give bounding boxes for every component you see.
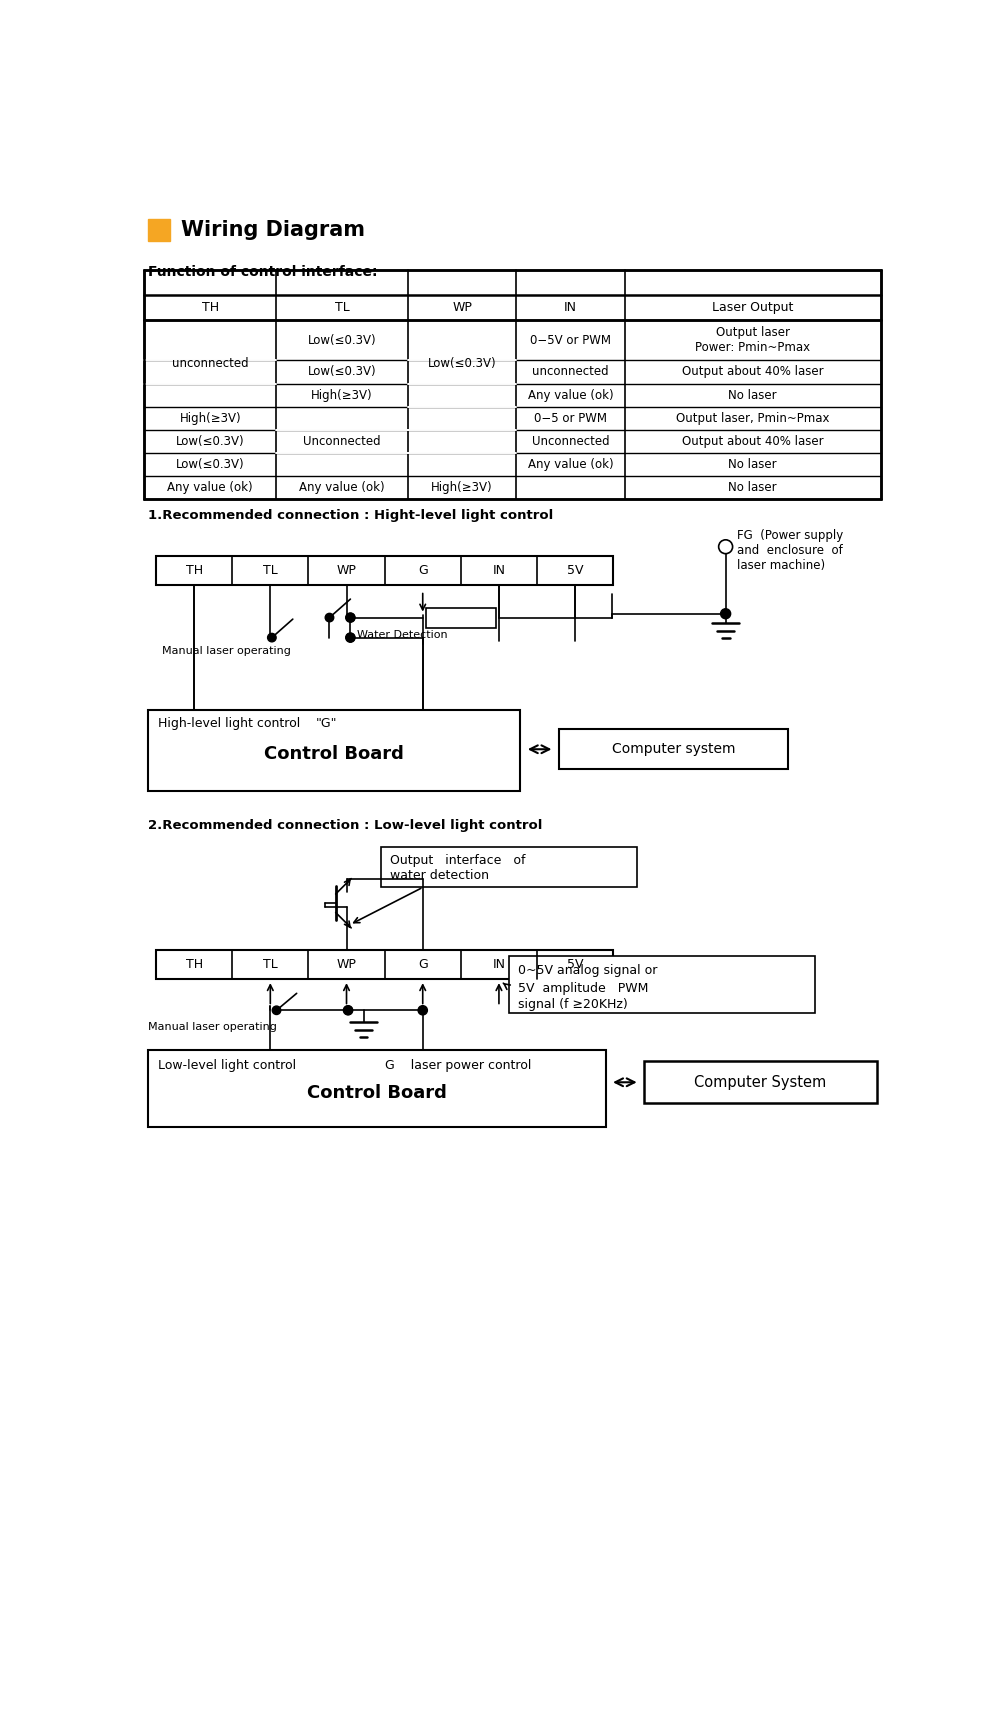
Text: signal (f ≥20KHz): signal (f ≥20KHz) [518,998,628,1011]
Text: and  enclosure  of: and enclosure of [737,544,843,557]
Text: Water Detection: Water Detection [357,630,447,640]
Bar [559,729,788,769]
Circle shape [344,1006,352,1015]
Bar [148,220,170,241]
Text: No laser: No laser [728,482,777,494]
Text: "G": "G" [316,717,337,731]
Text: Computer system: Computer system [612,743,735,757]
Text: Output about 40% laser: Output about 40% laser [682,365,824,378]
Circle shape [343,1006,353,1015]
Bar [644,1061,877,1104]
Circle shape [268,633,276,642]
Circle shape [721,609,731,619]
Text: Output laser
Power: Pmin~Pmax: Output laser Power: Pmin~Pmax [695,327,810,354]
Text: IN: IN [492,564,505,578]
Text: Any value (ok): Any value (ok) [167,482,253,494]
Text: High(≥3V): High(≥3V) [179,411,241,425]
Text: FG  (Power supply: FG (Power supply [737,530,844,542]
Text: Low(≤0.3V): Low(≤0.3V) [428,358,496,370]
Text: WP: WP [452,301,472,313]
Text: 2.Recommended connection : Low-level light control: 2.Recommended connection : Low-level lig… [148,819,543,832]
Text: Low(≤0.3V): Low(≤0.3V) [308,334,376,347]
Circle shape [272,1006,281,1015]
Text: Manual laser operating: Manual laser operating [162,647,291,657]
Text: 0−5V or PWM: 0−5V or PWM [530,334,611,347]
Text: Low(≤0.3V): Low(≤0.3V) [176,458,245,471]
Text: Low(≤0.3V): Low(≤0.3V) [308,365,376,378]
Bar [426,607,496,628]
Text: IN: IN [492,958,505,972]
Text: TL: TL [263,564,278,578]
Text: Function of control interface:: Function of control interface: [148,265,378,279]
Text: No laser: No laser [728,389,777,401]
Text: TH: TH [186,564,203,578]
Text: Manual laser operating: Manual laser operating [148,1022,277,1032]
Text: High(≥3V): High(≥3V) [311,389,373,401]
Text: Output   interface   of: Output interface of [390,853,526,867]
Circle shape [346,633,355,642]
Text: unconnected: unconnected [172,358,249,370]
Text: 1.Recommended connection : Hight-level light control: 1.Recommended connection : Hight-level l… [148,509,554,523]
Text: 0−5 or PWM: 0−5 or PWM [534,411,607,425]
Circle shape [346,633,355,642]
Text: Low(≤0.3V): Low(≤0.3V) [176,435,245,447]
Text: 5V: 5V [567,958,583,972]
Bar [156,556,613,585]
Bar [148,710,520,791]
Circle shape [346,614,355,623]
Text: water detection: water detection [390,869,489,882]
Bar [509,956,815,1013]
Text: Unconnected: Unconnected [532,435,609,447]
Text: Control Board: Control Board [264,745,404,764]
Text: laser machine): laser machine) [737,559,825,571]
Text: IN: IN [564,301,577,313]
Bar [148,1051,606,1127]
Text: G: G [418,564,428,578]
Text: Any value (ok): Any value (ok) [528,389,613,401]
Text: 5V  amplitude   PWM: 5V amplitude PWM [518,982,648,996]
Text: TH: TH [202,301,219,313]
Text: Laser Output: Laser Output [712,301,793,313]
Text: High(≥3V): High(≥3V) [431,482,493,494]
Circle shape [346,612,355,623]
Text: unconnected: unconnected [532,365,609,378]
Text: Control Board: Control Board [307,1084,447,1103]
Text: Any value (ok): Any value (ok) [528,458,613,471]
Text: TH: TH [186,958,203,972]
Text: WP: WP [337,958,356,972]
Text: Unconnected: Unconnected [303,435,381,447]
Text: Any value (ok): Any value (ok) [299,482,385,494]
Text: Output about 40% laser: Output about 40% laser [682,435,824,447]
Bar [144,270,881,499]
Text: WP: WP [337,564,356,578]
Bar [381,846,637,888]
Text: Low-level light control: Low-level light control [158,1060,296,1072]
Text: No laser: No laser [728,458,777,471]
Bar [156,949,613,979]
Text: High-level light control: High-level light control [158,717,300,731]
Text: G: G [418,958,428,972]
Text: Computer System: Computer System [694,1075,827,1090]
Text: 0~5V analog signal or: 0~5V analog signal or [518,963,657,977]
Circle shape [418,1006,427,1015]
Text: TL: TL [263,958,278,972]
Text: G    laser power control: G laser power control [385,1060,531,1072]
Text: Output laser, Pmin~Pmax: Output laser, Pmin~Pmax [676,411,830,425]
Circle shape [325,614,334,623]
Text: TL: TL [335,301,349,313]
Text: Wiring Diagram: Wiring Diagram [181,220,365,241]
Text: 5V: 5V [567,564,583,578]
